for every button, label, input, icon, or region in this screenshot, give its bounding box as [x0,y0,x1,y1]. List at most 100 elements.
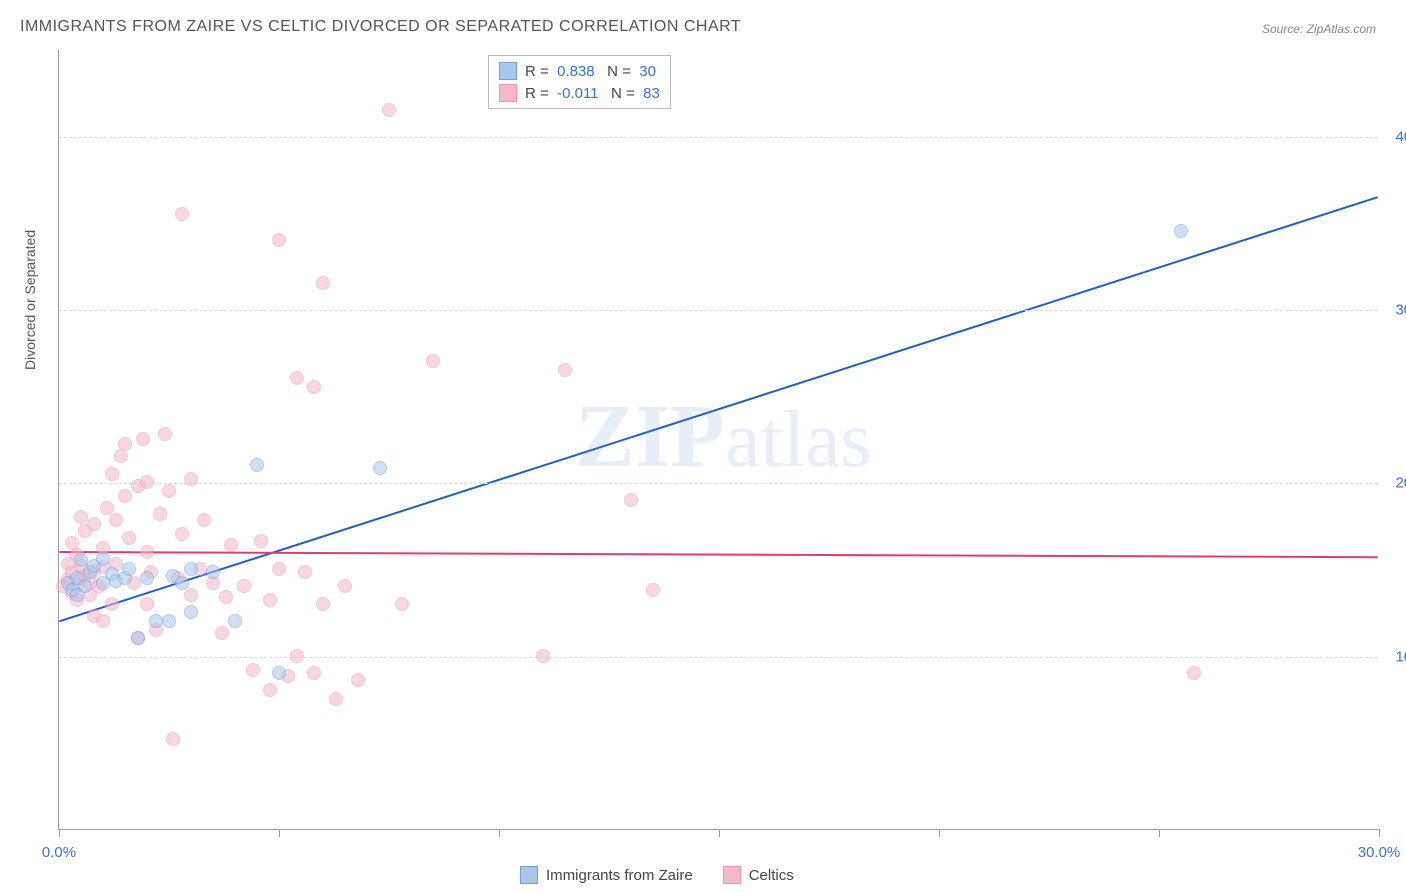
x-tick-label: 30.0% [1358,844,1401,861]
scatter-point [646,583,660,597]
scatter-point [122,531,136,545]
legend-item: Celtics [723,866,794,884]
legend-row: R = -0.011 N = 83 [499,82,660,104]
legend-swatch [723,866,741,884]
scatter-point [184,472,198,486]
correlation-legend: R = 0.838 N = 30 R = -0.011 N = 83 [488,55,671,109]
x-tick [59,829,60,837]
x-tick [499,829,500,837]
scatter-point [298,565,312,579]
scatter-point [536,649,550,663]
scatter-point [105,597,119,611]
legend-label: Immigrants from Zaire [546,867,693,884]
scatter-point [131,631,145,645]
x-tick [279,829,280,837]
x-tick [1159,829,1160,837]
scatter-point [624,493,638,507]
y-tick-label: 40.0% [1383,128,1406,145]
scatter-point [307,666,321,680]
x-tick [1379,829,1380,837]
scatter-point [184,605,198,619]
legend-swatch [499,84,517,102]
legend-row: R = 0.838 N = 30 [499,60,660,82]
y-axis-label: Divorced or Separated [22,230,38,370]
scatter-point [109,513,123,527]
scatter-point [290,371,304,385]
scatter-point [105,467,119,481]
scatter-point [175,527,189,541]
scatter-point [272,233,286,247]
scatter-point [316,597,330,611]
gridline-h [59,310,1378,311]
scatter-point [254,534,268,548]
scatter-point [219,590,233,604]
scatter-point [118,489,132,503]
legend-stats: R = -0.011 N = 83 [525,85,660,102]
legend-swatch [520,866,538,884]
scatter-point [149,614,163,628]
gridline-h [59,483,1378,484]
gridline-h [59,657,1378,658]
trend-line [59,197,1377,621]
scatter-point [114,449,128,463]
series-legend: Immigrants from Zaire Celtics [520,866,794,884]
scatter-point [153,507,167,521]
scatter-point [263,593,277,607]
scatter-point [166,732,180,746]
x-tick [719,829,720,837]
scatter-point [1174,224,1188,238]
legend-item: Immigrants from Zaire [520,866,693,884]
scatter-point [175,576,189,590]
scatter-point [74,510,88,524]
scatter-point [140,571,154,585]
scatter-point [118,437,132,451]
scatter-point [140,545,154,559]
trend-lines-layer [59,50,1378,829]
scatter-point [237,579,251,593]
scatter-point [250,458,264,472]
scatter-point [263,683,277,697]
scatter-point [87,517,101,531]
scatter-point [136,432,150,446]
scatter-point [206,565,220,579]
scatter-point [329,692,343,706]
scatter-point [228,614,242,628]
scatter-point [140,597,154,611]
source-attribution: Source: ZipAtlas.com [1262,22,1376,36]
y-tick-label: 20.0% [1383,475,1406,492]
scatter-point [382,103,396,117]
scatter-point [158,427,172,441]
legend-swatch [499,62,517,80]
scatter-point [307,380,321,394]
scatter-point [1187,666,1201,680]
scatter-point [351,673,365,687]
scatter-point [316,276,330,290]
plot-area: 10.0%20.0%30.0%40.0%0.0%30.0% [58,50,1378,830]
scatter-point [162,614,176,628]
scatter-point [272,666,286,680]
y-tick-label: 10.0% [1383,648,1406,665]
scatter-point [558,363,572,377]
chart-title: IMMIGRANTS FROM ZAIRE VS CELTIC DIVORCED… [20,18,741,36]
scatter-point [215,626,229,640]
scatter-point [426,354,440,368]
scatter-point [338,579,352,593]
trend-line [59,552,1377,557]
scatter-point [184,588,198,602]
scatter-point [122,562,136,576]
legend-label: Celtics [749,867,794,884]
scatter-point [373,461,387,475]
scatter-point [197,513,211,527]
x-tick [939,829,940,837]
scatter-point [224,538,238,552]
x-tick-label: 0.0% [42,844,76,861]
scatter-point [175,207,189,221]
scatter-point [272,562,286,576]
scatter-point [290,649,304,663]
scatter-point [78,579,92,593]
scatter-point [96,552,110,566]
scatter-point [140,475,154,489]
y-tick-label: 30.0% [1383,302,1406,319]
scatter-point [162,484,176,498]
scatter-point [96,614,110,628]
